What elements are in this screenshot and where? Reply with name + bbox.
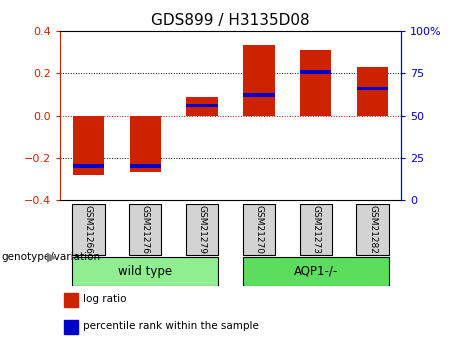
Text: GSM21270: GSM21270	[254, 205, 263, 254]
Title: GDS899 / H3135D08: GDS899 / H3135D08	[151, 13, 310, 29]
Bar	[356, 204, 389, 255]
Bar	[300, 50, 331, 116]
Bar	[130, 164, 161, 168]
Bar	[243, 257, 389, 286]
Bar	[73, 116, 104, 175]
Bar	[243, 204, 275, 255]
Bar	[186, 104, 218, 107]
Text: log ratio: log ratio	[83, 294, 127, 304]
Bar	[357, 87, 388, 90]
Bar	[243, 45, 275, 116]
Text: GSM21273: GSM21273	[311, 205, 320, 254]
Text: genotype/variation: genotype/variation	[1, 252, 100, 262]
Text: GSM21266: GSM21266	[84, 205, 93, 254]
Text: wild type: wild type	[118, 265, 172, 278]
Bar	[64, 293, 77, 307]
Bar	[186, 204, 218, 255]
Text: GSM21282: GSM21282	[368, 205, 377, 254]
Bar	[73, 164, 104, 168]
Bar	[243, 93, 275, 97]
Text: percentile rank within the sample: percentile rank within the sample	[83, 321, 260, 331]
Bar	[72, 257, 218, 286]
Bar	[357, 67, 388, 116]
Bar	[300, 204, 332, 255]
Bar	[72, 204, 105, 255]
Bar	[64, 320, 77, 334]
Text: GSM21279: GSM21279	[198, 205, 207, 254]
Bar	[300, 70, 331, 73]
Text: AQP1-/-: AQP1-/-	[294, 265, 338, 278]
Bar	[130, 116, 161, 171]
Text: GSM21276: GSM21276	[141, 205, 150, 254]
Text: ▶: ▶	[47, 250, 56, 264]
Bar	[129, 204, 161, 255]
Bar	[186, 97, 218, 116]
